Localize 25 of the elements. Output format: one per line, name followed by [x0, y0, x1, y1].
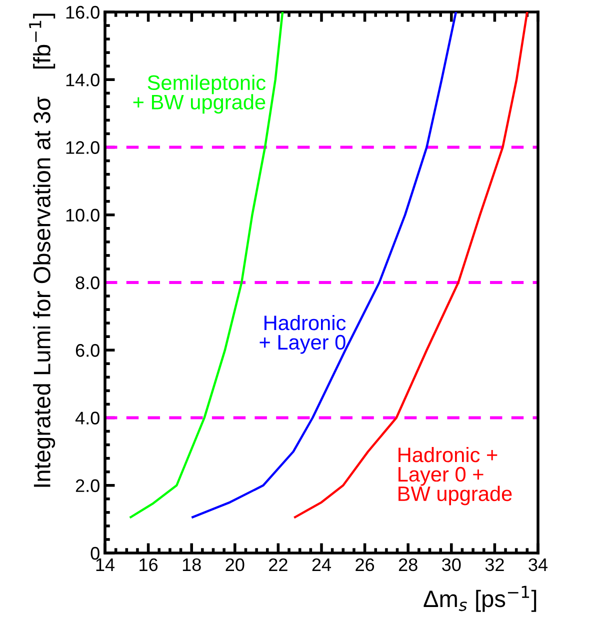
x-tick-label: 28 [398, 558, 418, 572]
x-tick-label: 22 [269, 558, 288, 571]
x-tick-label: 34 [528, 558, 548, 572]
x-tick-label: 26 [356, 558, 374, 572]
x-tick-label: 14 [96, 558, 115, 571]
y-tick-label: 6.0 [76, 344, 100, 357]
series-label: Hadronic + Layer 0 + BW upgrade [398, 446, 512, 506]
series-label: Hadronic + Layer 0 [260, 314, 346, 354]
y-tick-label: 8.0 [76, 276, 100, 290]
y-tick-label: 4.0 [75, 412, 100, 424]
y-tick-label: 0 [90, 546, 100, 560]
y-tick-label: 12.0 [66, 141, 100, 154]
x-tick-label: 18 [182, 558, 201, 572]
x-tick-label: 30 [442, 558, 461, 572]
series-label: Semileptonic + BW upgrade [133, 74, 266, 114]
x-tick-label: 24 [312, 558, 332, 571]
x-tick-label: 20 [226, 558, 244, 572]
y-tick-label: 16.0 [66, 6, 100, 19]
y-tick-label: 14.0 [66, 74, 100, 86]
y-tick-label: 10.0 [66, 208, 100, 222]
x-axis-title: Δm$_{s}$ [ps$^{−1}$] [424, 586, 536, 612]
x-tick-label: 16 [140, 558, 158, 572]
y-axis-title: Integrated Lumi for Observation at 3σ [fb$^{−1}$] [29, 14, 56, 487]
x-tick-label: 32 [485, 558, 504, 572]
y-tick-label: 2.0 [76, 479, 100, 492]
